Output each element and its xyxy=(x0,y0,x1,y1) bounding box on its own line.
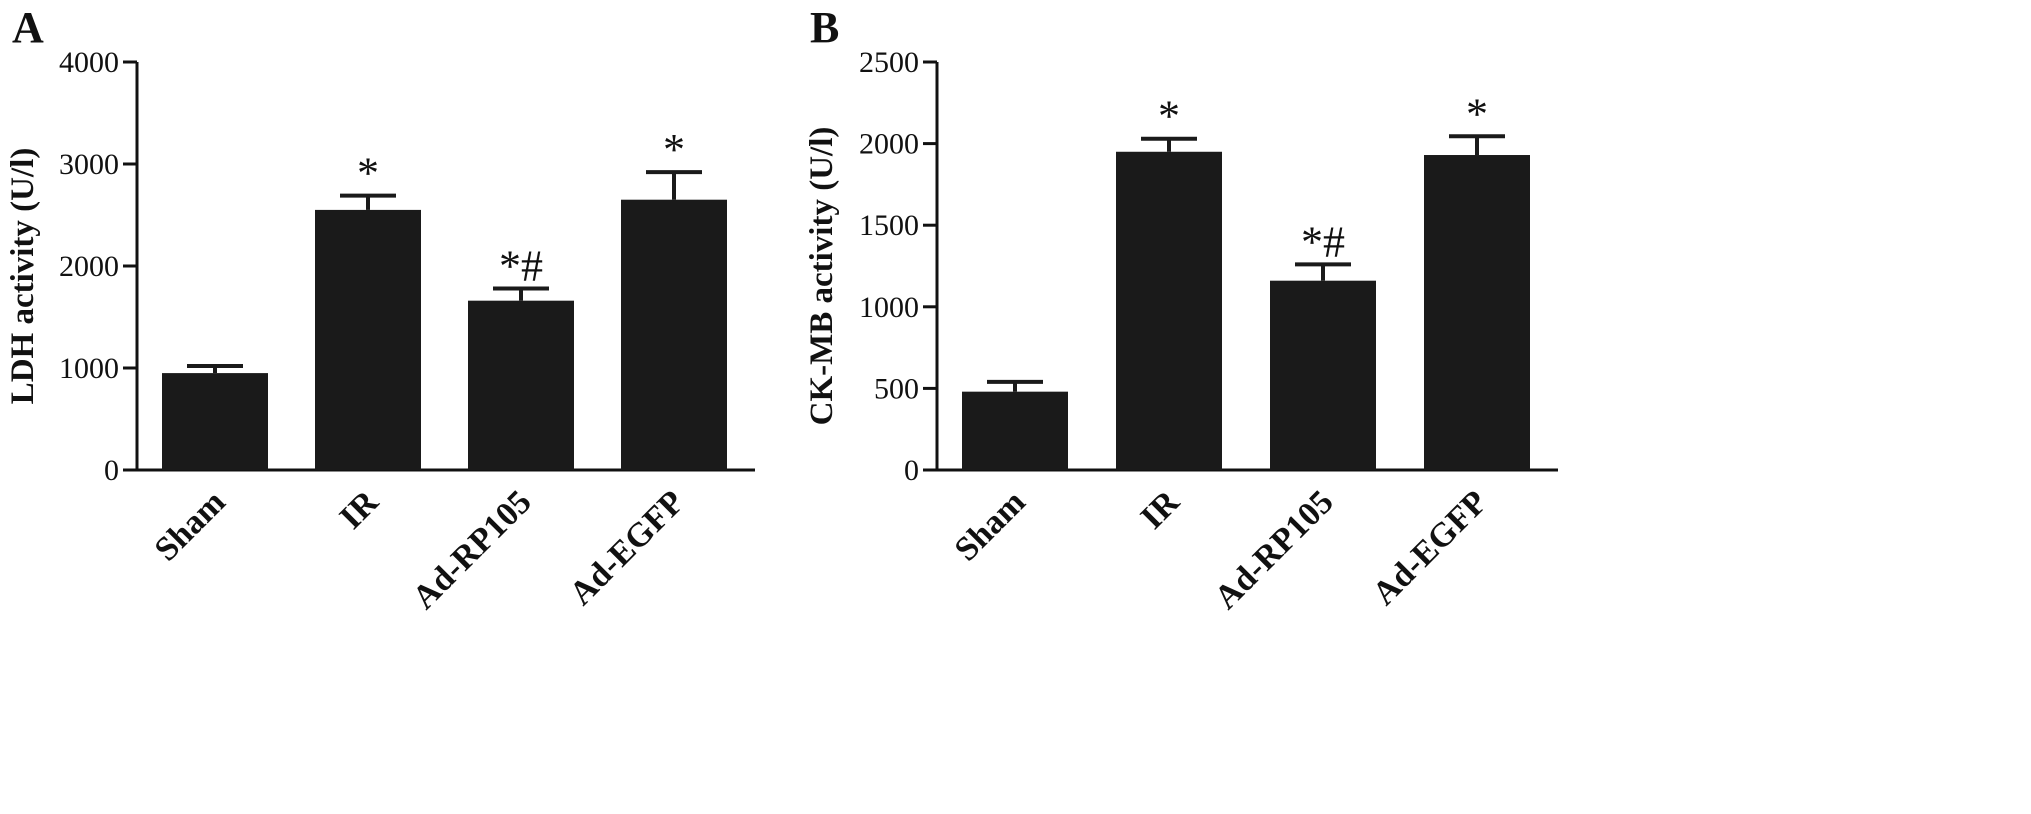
y-tick-label: 2000 xyxy=(859,128,919,161)
y-tick-label: 500 xyxy=(874,372,919,405)
x-tick-label: Sham xyxy=(948,483,1033,568)
bar-ir xyxy=(315,209,421,470)
y-axis-title: CK-MB activity (U/l) xyxy=(804,127,840,426)
y-tick-label: 0 xyxy=(104,454,119,487)
y-tick-label: 3000 xyxy=(59,148,119,181)
bar-ad-egfp xyxy=(1424,155,1530,471)
bar-sham xyxy=(162,373,268,470)
panel-letter: A xyxy=(12,3,44,52)
bar-ad-rp105 xyxy=(468,300,574,470)
significance-marker: * xyxy=(357,149,379,198)
x-tick-label: IR xyxy=(333,483,386,536)
x-tick-label: Ad-RP105 xyxy=(406,483,539,616)
significance-marker: *# xyxy=(499,241,543,290)
x-tick-label: Sham xyxy=(148,483,233,568)
y-tick-label: 2000 xyxy=(59,250,119,283)
bar-ad-egfp xyxy=(621,199,727,470)
y-axis-title: LDH activity (U/l) xyxy=(5,148,41,405)
chart-panel-a: A 0 1000 2000 3000 4000 LDH activity (U/l) Sham… xyxy=(5,3,755,617)
chart-panel-b: B 0 500 1000 1500 2000 2500 CK-MB activity (U/l… xyxy=(804,3,1558,617)
y-tick-label: 1000 xyxy=(59,352,119,385)
y-tick-label: 1500 xyxy=(859,209,919,242)
significance-marker: *# xyxy=(1301,217,1345,266)
x-tick-label: IR xyxy=(1134,483,1187,536)
x-tick-label: Ad-EGFP xyxy=(1366,483,1495,612)
bar-ad-rp105 xyxy=(1270,280,1376,470)
y-tick-label: 4000 xyxy=(59,46,119,79)
x-tick-label: Ad-EGFP xyxy=(563,483,692,612)
significance-marker: * xyxy=(1158,92,1180,141)
bar-ir xyxy=(1116,151,1222,470)
y-tick-label: 1000 xyxy=(859,291,919,324)
y-tick-label: 2500 xyxy=(859,46,919,79)
significance-marker: * xyxy=(1466,89,1488,138)
significance-marker: * xyxy=(663,125,685,174)
bar-sham xyxy=(962,391,1068,470)
x-tick-label: Ad-RP105 xyxy=(1208,483,1341,616)
panel-letter: B xyxy=(810,3,839,52)
y-tick-label: 0 xyxy=(904,454,919,487)
